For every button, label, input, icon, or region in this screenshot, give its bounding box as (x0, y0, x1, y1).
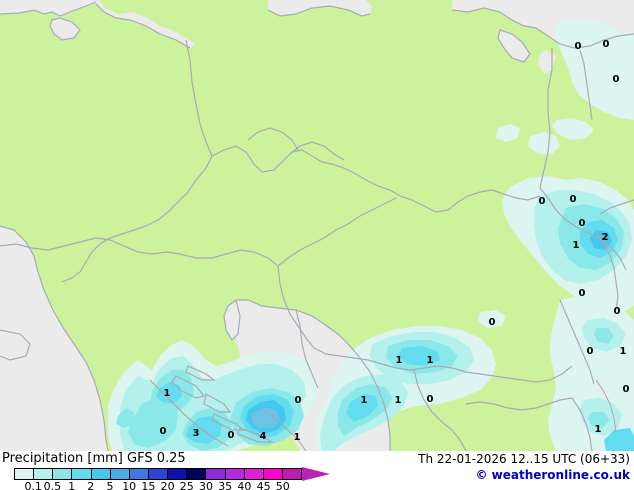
tick-label-5: 5 (106, 480, 114, 490)
valid-time-stamp: Th 22-01-2026 12..15 UTC (06+33) © weath… (418, 452, 630, 482)
legend-bar: Precipitation [mm] GFS 0.25 0.1 0.5 1 2 5 10 1… (0, 451, 634, 490)
color-swatch-3 (72, 469, 92, 479)
color-swatch-0 (15, 469, 35, 479)
tick-label-30: 30 (199, 480, 213, 490)
color-swatch-1 (34, 469, 54, 479)
color-swatch-2 (53, 469, 73, 479)
tick-label-1: 1 (68, 480, 76, 490)
coastline-detail (149, 379, 617, 451)
color-swatch-10 (206, 469, 226, 479)
tick-label-20: 20 (160, 480, 175, 490)
color-scale (14, 468, 302, 480)
legend-title: Precipitation [mm] GFS 0.25 (2, 451, 186, 466)
color-swatch-12 (244, 469, 264, 479)
tick-label-35: 35 (218, 480, 233, 490)
color-swatch-5 (110, 469, 130, 479)
tick-label-0.5: 0.5 (43, 480, 62, 490)
tick-label-10: 10 (122, 480, 137, 490)
precip-band-northeast (496, 20, 634, 154)
country-borders (0, 1, 634, 451)
color-swatch-6 (129, 469, 149, 479)
tick-label-15: 15 (141, 480, 156, 490)
color-scale-overflow-arrow (302, 467, 330, 481)
tick-label-50: 50 (275, 480, 290, 490)
tick-label-25: 25 (179, 480, 194, 490)
tick-label-40: 40 (237, 480, 252, 490)
tick-label-45: 45 (256, 480, 271, 490)
map-canvas (0, 0, 634, 451)
color-scale-tick-labels: 0.1 0.5 1 2 5 10 15 20 25 30 35 40 45 50 (0, 480, 330, 490)
color-swatch-8 (168, 469, 188, 479)
color-swatch-11 (225, 469, 245, 479)
precip-band-adriatic (108, 340, 318, 451)
color-swatch-7 (148, 469, 169, 479)
tick-label-2: 2 (87, 480, 95, 490)
tick-label-0.1: 0.1 (24, 480, 42, 490)
color-swatch-13 (263, 469, 283, 479)
valid-time-text: Th 22-01-2026 12..15 UTC (06+33) (418, 452, 630, 466)
color-swatch-9 (187, 469, 207, 479)
copyright-text: © weatheronline.co.uk (475, 468, 630, 482)
color-swatch-4 (91, 469, 111, 479)
color-swatch-14 (282, 469, 302, 479)
